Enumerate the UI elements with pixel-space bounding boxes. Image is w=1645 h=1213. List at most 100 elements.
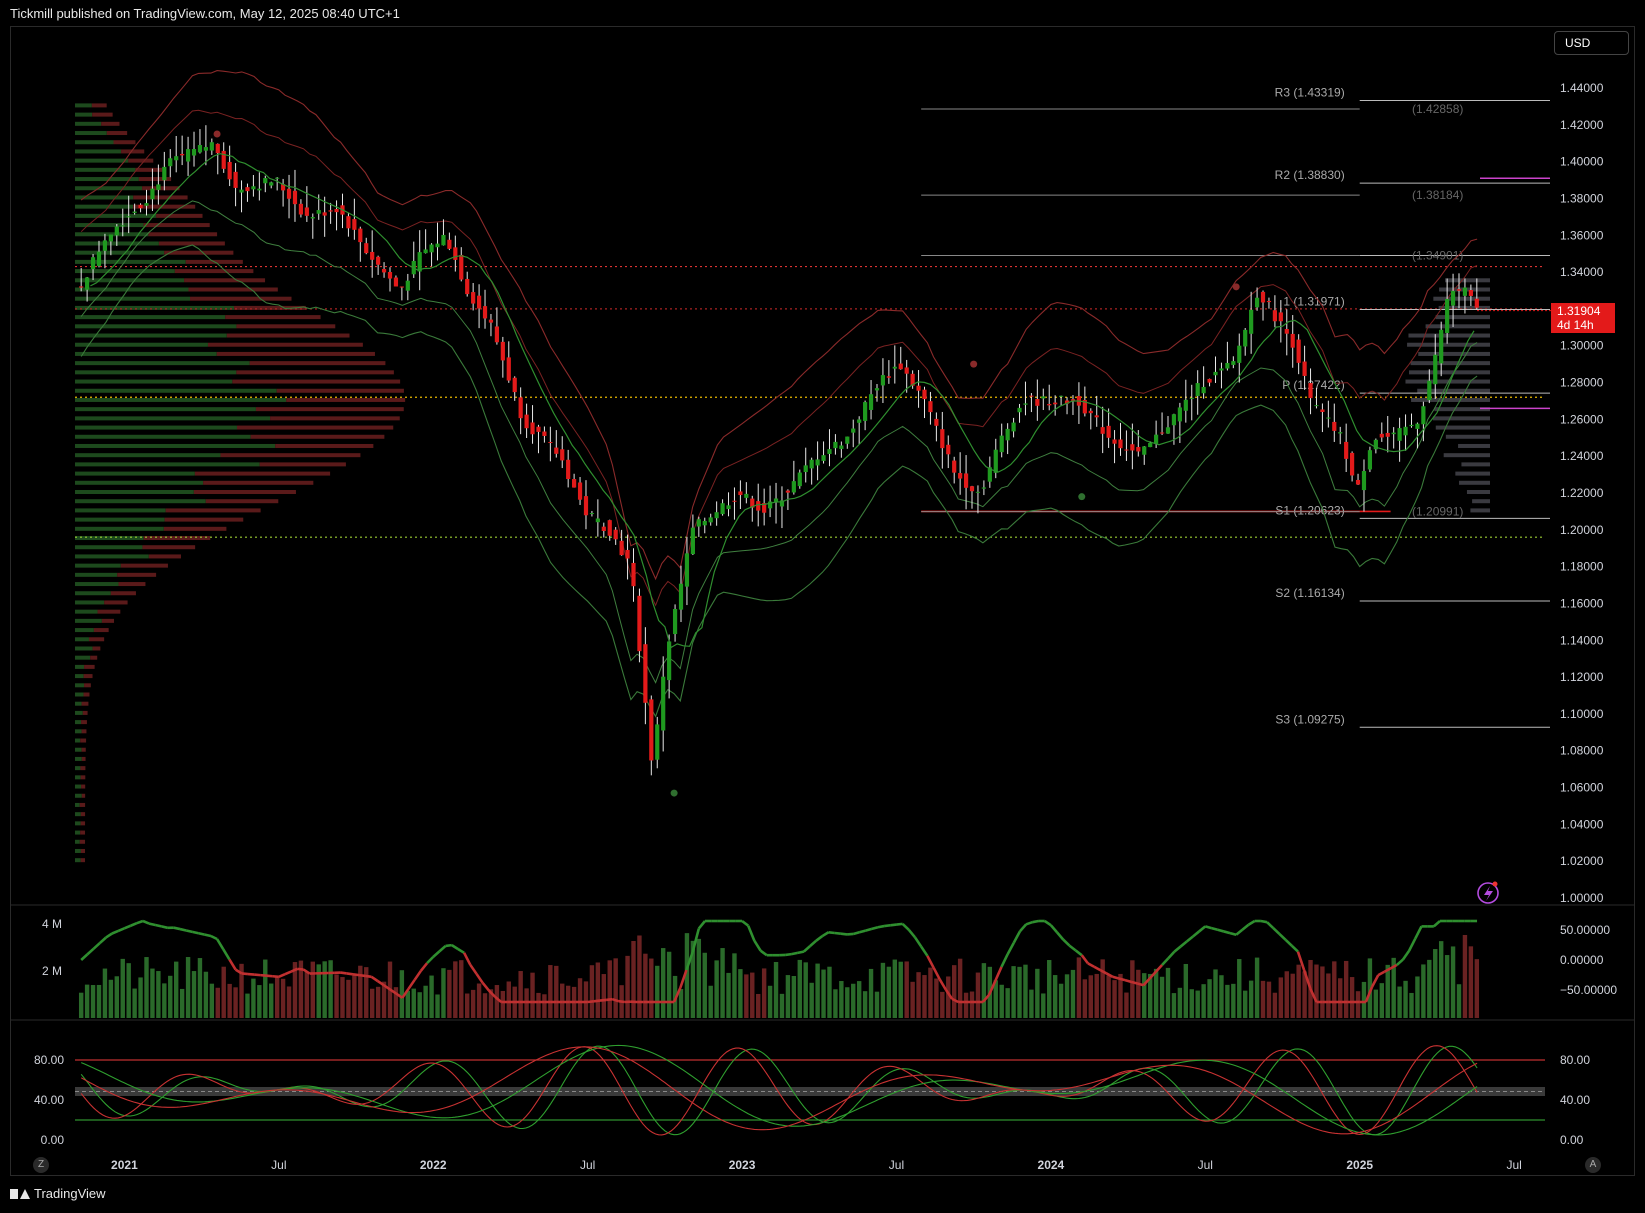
volume-bar [963,992,969,1018]
candle-body [583,496,589,516]
oscillator-segment [136,919,144,925]
volume-bar [666,951,672,1018]
auto-scale-button[interactable]: A [1585,1157,1601,1173]
volume-bar [1290,973,1295,1018]
volume-bar [613,958,618,1018]
profile-bar-down [216,351,375,356]
oscillator-segment [1173,945,1182,953]
zoom-reset-button[interactable]: Z [33,1157,49,1173]
candle-body [1005,428,1010,441]
currency-button[interactable]: USD [1554,31,1629,55]
signal-dot [1078,493,1086,501]
price-axis-tick: 1.10000 [1560,707,1604,721]
volume-bar [310,961,315,1018]
price-axis-tick: 1.00000 [1560,891,1604,905]
volume-bar [1391,957,1396,1018]
candle-body [1278,312,1283,322]
profile-bar-up [75,600,105,605]
volume-bar [1088,975,1093,1018]
volume-bar [132,988,137,1018]
volume-bar [951,965,957,1018]
oscillator-segment [260,973,267,977]
oscillator-segment [1192,930,1200,938]
candle-body [1201,386,1206,394]
volume-bar [1456,984,1462,1018]
profile-bar-up [75,812,81,817]
profile-bar-up [75,692,84,697]
candle-body [90,257,96,270]
candle-body [1415,423,1420,429]
oscillator-segment [802,945,811,953]
candle-body [566,459,571,480]
candle-body [132,211,137,213]
oscillator-segment [297,967,304,971]
candle-body [1326,417,1331,419]
volume-bar [322,961,327,1018]
volume-bar [785,975,791,1018]
candle-body [494,326,500,343]
price-axis-tick: 1.16000 [1560,596,1604,610]
profile-bar-down [203,480,314,485]
volume-bar [809,982,814,1018]
volume-bar [625,955,630,1018]
oscillator-segment [828,930,835,935]
candle-body [512,377,517,393]
candle-body [530,422,535,435]
stoch-axis-tick-right: 40.00 [1560,1093,1590,1107]
oscillator-segment [340,971,347,975]
profile-bar-down [259,462,346,467]
oscillator-segment [840,932,848,936]
profile-bar-down [81,701,89,706]
profile-bar-down [270,416,400,421]
oscillator-segment [475,973,484,984]
session-profile-bar [1466,490,1490,494]
candle-body [625,549,630,559]
candle-body [180,153,185,156]
time-axis-tick: Jul [1198,1158,1213,1172]
tradingview-logo[interactable]: TradingView [10,1186,106,1201]
volume-bar [1474,959,1480,1018]
profile-bar-down [128,158,154,163]
volume-bar [1444,955,1450,1018]
oscillator-segment [593,999,601,1003]
volume-bar [1296,964,1301,1018]
oscillator-segment [1217,928,1225,933]
profile-bar-down [164,517,244,522]
brand-name: TradingView [34,1186,106,1201]
volume-bar [96,984,102,1018]
candle-body [370,251,375,260]
candle-body [298,203,304,215]
candle-body [174,156,179,161]
profile-bar-up [75,324,237,329]
volume-bar [1201,984,1206,1018]
candle-body [1154,434,1159,444]
profile-bar-down [120,563,168,568]
oscillator-segment [432,950,441,958]
volume-bar [114,976,120,1018]
volume-bar [233,987,238,1018]
candle-body [1213,371,1218,376]
candle-body [1249,309,1254,334]
profile-bar-down [163,526,227,531]
volume-bar [126,963,131,1018]
oscillator-segment [272,974,279,979]
volume-bar [1397,986,1402,1018]
candle-body [756,501,761,511]
oscillator-segment [907,928,917,939]
volume-bar [417,992,422,1018]
oscillator-segment [896,922,903,926]
candle-body [785,490,791,493]
candle-body [661,676,666,731]
volume-bar [637,935,642,1018]
profile-bar-up [75,204,134,209]
profile-bar-down [81,747,86,752]
profile-bar-up [75,149,122,154]
profile-bar-down [142,545,196,550]
profile-bar-up [75,821,81,826]
volume-bar [1379,983,1384,1018]
volume-bar [548,965,553,1018]
profile-bar-up [75,462,260,467]
oscillator-segment [215,938,225,950]
volume-bar [78,992,84,1018]
